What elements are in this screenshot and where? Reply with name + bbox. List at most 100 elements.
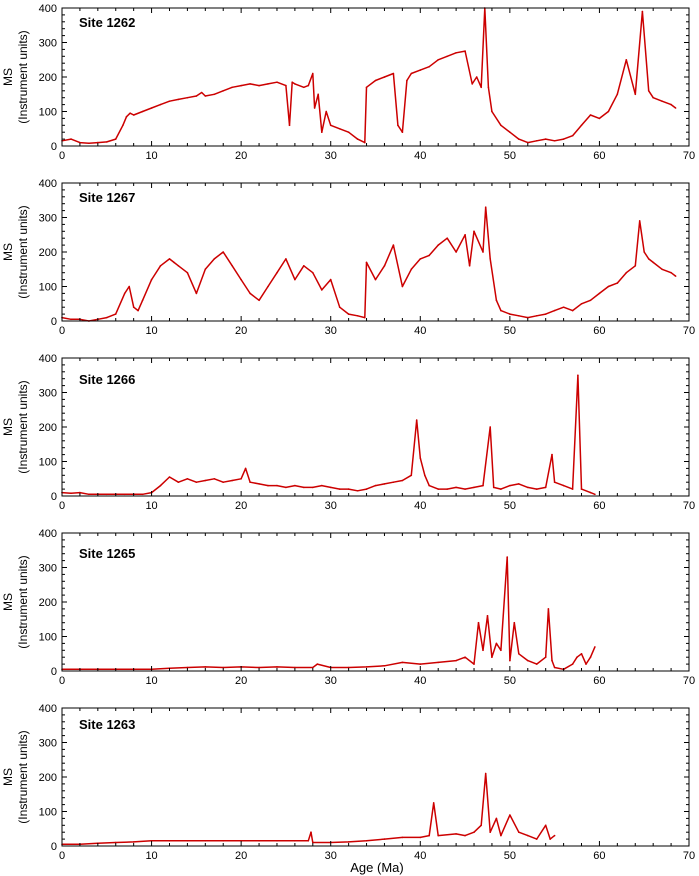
data-point <box>562 484 565 487</box>
data-point <box>123 493 126 496</box>
y-tick-label: 100 <box>39 457 57 469</box>
data-point <box>383 838 386 840</box>
data-point <box>321 484 323 487</box>
x-tick-label: 30 <box>325 500 337 512</box>
data-point <box>489 831 492 833</box>
data-point <box>484 206 487 208</box>
y-tick-label: 100 <box>39 282 57 294</box>
data-point <box>222 251 224 253</box>
data-point <box>114 138 117 140</box>
data-point <box>616 282 619 284</box>
data-point <box>267 484 269 487</box>
data-point <box>374 484 377 487</box>
data-point <box>294 666 296 669</box>
y-tick-label: 300 <box>39 213 57 225</box>
panel-title: Site 1267 <box>79 190 135 205</box>
data-point <box>500 488 502 490</box>
data-point <box>150 278 153 281</box>
data-point <box>338 306 341 309</box>
data-point <box>571 309 574 312</box>
data-point <box>518 831 520 833</box>
series-line <box>61 374 596 496</box>
data-point <box>141 493 144 496</box>
data-point <box>473 486 475 489</box>
y-tick-label: 0 <box>51 666 57 678</box>
data-point <box>647 258 650 260</box>
data-point <box>482 251 484 253</box>
data-point <box>482 484 484 487</box>
data-point <box>638 220 641 222</box>
panel-title: Site 1266 <box>79 372 135 387</box>
data-point <box>365 488 368 490</box>
data-point <box>177 265 180 267</box>
data-point <box>549 838 551 840</box>
data-point <box>544 656 547 658</box>
data-point <box>480 824 483 827</box>
data-point <box>276 840 278 842</box>
data-point <box>437 244 440 246</box>
data-point <box>419 836 422 839</box>
y-tick-label: 300 <box>39 388 57 400</box>
data-point <box>401 285 404 288</box>
data-point <box>392 72 395 75</box>
data-point <box>580 488 583 490</box>
data-point <box>383 665 386 667</box>
data-point <box>222 481 224 484</box>
data-point <box>114 313 117 315</box>
data-point <box>473 230 475 233</box>
x-tick-label: 70 <box>683 325 695 337</box>
data-point <box>141 299 144 302</box>
plot-frame <box>61 7 690 147</box>
data-point <box>186 96 189 99</box>
data-point <box>231 86 233 89</box>
data-point <box>316 663 319 665</box>
x-tick-label: 20 <box>235 675 247 687</box>
data-point <box>312 72 314 75</box>
y-tick-label: 100 <box>39 632 57 644</box>
data-point <box>495 299 498 302</box>
data-point <box>204 95 207 97</box>
data-point <box>313 107 316 109</box>
x-tick-label: 10 <box>145 500 157 512</box>
data-point <box>484 772 487 775</box>
data-point <box>571 663 574 665</box>
y-axis-label-units: (Instrument units) <box>16 730 30 823</box>
data-point <box>598 117 601 120</box>
data-point <box>159 265 162 267</box>
data-point <box>643 251 645 253</box>
data-point <box>70 492 72 495</box>
data-point <box>258 299 260 302</box>
data-point <box>670 271 672 274</box>
data-point <box>285 84 287 87</box>
data-point <box>544 138 547 140</box>
x-tick-label: 40 <box>414 500 426 512</box>
data-point <box>122 124 124 127</box>
data-point <box>321 131 323 133</box>
data-point <box>455 659 457 662</box>
data-point <box>419 663 422 665</box>
series-line <box>62 556 596 671</box>
x-axis-label: Age (Ma) <box>350 860 403 875</box>
x-tick-label: 30 <box>325 675 337 687</box>
data-point <box>424 474 426 477</box>
data-point <box>213 93 216 96</box>
data-point <box>125 115 128 118</box>
data-point <box>347 666 350 669</box>
panel-title: Site 1263 <box>79 717 135 732</box>
y-axis-label-units: (Instrument units) <box>16 555 30 648</box>
data-point <box>455 486 457 489</box>
data-point <box>482 649 484 652</box>
data-point <box>509 131 511 133</box>
data-point <box>106 493 108 496</box>
y-tick-label: 0 <box>51 316 57 328</box>
x-tick-label: 0 <box>59 675 65 687</box>
data-point <box>500 834 502 837</box>
x-tick-label: 10 <box>145 325 157 337</box>
data-point <box>594 493 596 496</box>
data-point <box>310 831 312 833</box>
y-axis-label: MS <box>1 68 15 86</box>
data-point <box>410 72 413 75</box>
x-tick-label: 0 <box>59 500 65 512</box>
data-point <box>446 488 449 490</box>
data-point <box>527 486 529 489</box>
